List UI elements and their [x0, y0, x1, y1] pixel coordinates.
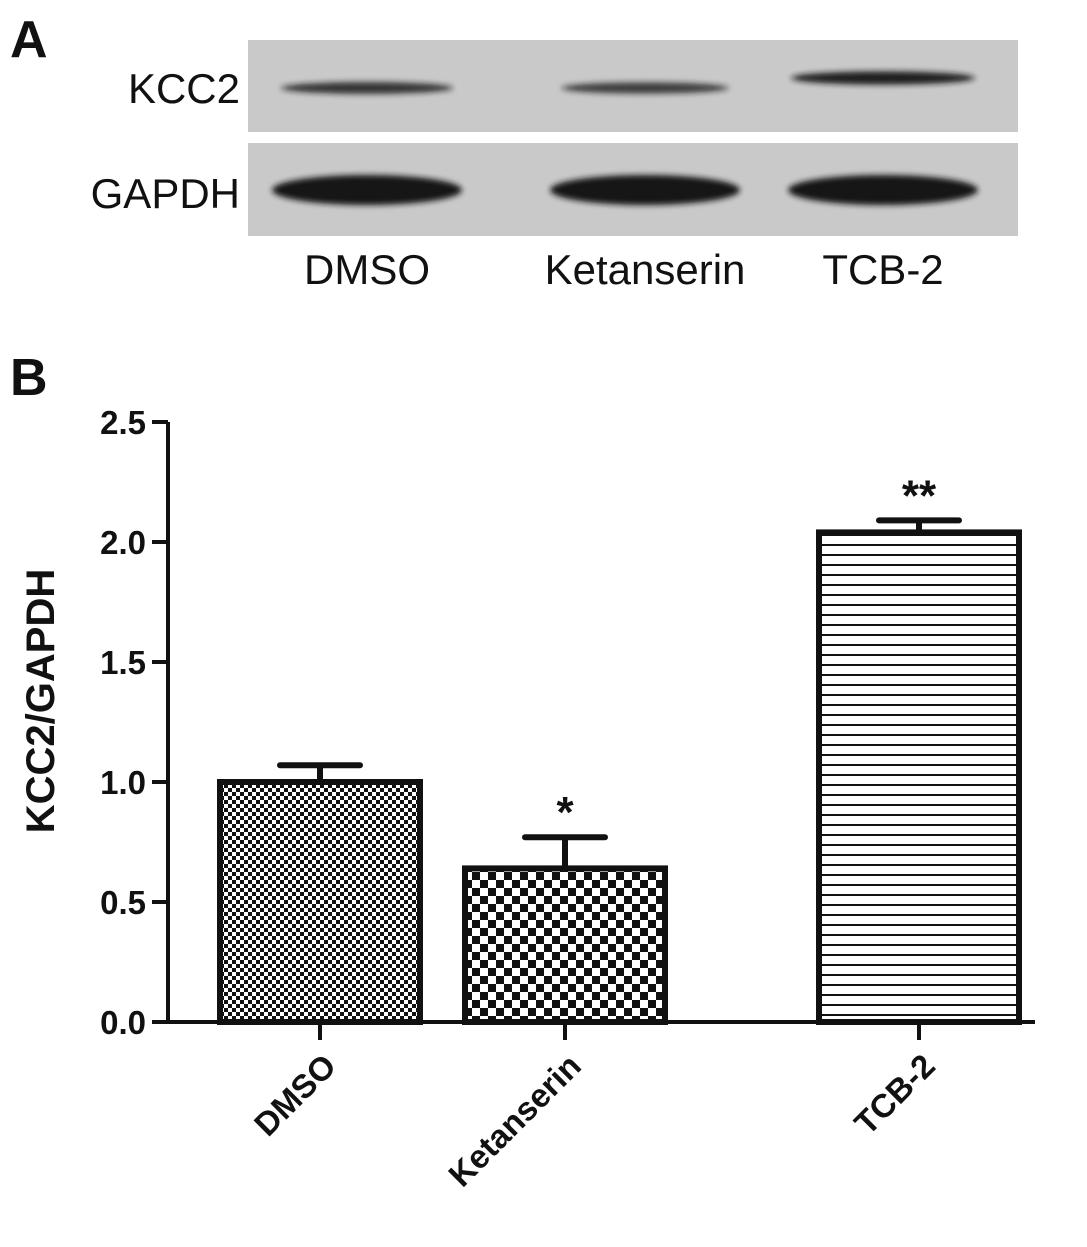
y-tick-label-2-0: 2.0: [100, 524, 146, 561]
panel-b-label: B: [10, 349, 48, 407]
y-axis-title: KCC2/GAPDH: [19, 569, 63, 833]
y-tick-label-1-0: 1.0: [100, 764, 146, 801]
y-tick-label-2-5: 2.5: [100, 404, 146, 441]
blot-band-kcc2-tcb2: [790, 71, 976, 85]
bar-ketanserin: [462, 865, 668, 1026]
y-tick-label-0-5: 0.5: [100, 884, 146, 921]
x-tick-label-dmso: DMSO: [247, 1047, 343, 1143]
significance-label-ketanserin: *: [556, 788, 574, 837]
blot-row-label-kcc2: KCC2: [128, 65, 240, 112]
blot-lane-label-dmso: DMSO: [304, 246, 430, 293]
bar-dmso: [217, 779, 423, 1025]
significance-label-tcb2: **: [902, 471, 937, 520]
panel-a-label: A: [10, 11, 48, 69]
blot-band-kcc2-ketanserin: [561, 82, 729, 94]
x-tick-label-ketanserin: Ketanserin: [441, 1047, 588, 1194]
blot-lane-label-tcb2: TCB-2: [822, 246, 943, 293]
blot-bands: [272, 71, 978, 205]
western-blot: KCC2 GAPDH DMSO Ketanserin TCB-2: [91, 40, 1018, 293]
blot-lane-label-ketanserin: Ketanserin: [545, 246, 746, 293]
bar-tcb2: [816, 529, 1022, 1026]
y-tick-label-0-0: 0.0: [100, 1004, 146, 1041]
bar-chart: KCC2/GAPDH *** DMSO Ketanserin TCB-20.00.5…: [19, 404, 1035, 1194]
blot-row-label-gapdh: GAPDH: [91, 170, 240, 217]
y-tick-label-1-5: 1.5: [100, 644, 146, 681]
blot-band-gapdh-dmso: [272, 175, 462, 205]
blot-band-gapdh-tcb2: [788, 175, 978, 205]
blot-band-gapdh-ketanserin: [550, 175, 740, 205]
x-tick-label-tcb2: TCB-2: [847, 1047, 942, 1142]
bars-layer: ***: [217, 471, 1022, 1026]
blot-band-kcc2-dmso: [281, 82, 453, 94]
